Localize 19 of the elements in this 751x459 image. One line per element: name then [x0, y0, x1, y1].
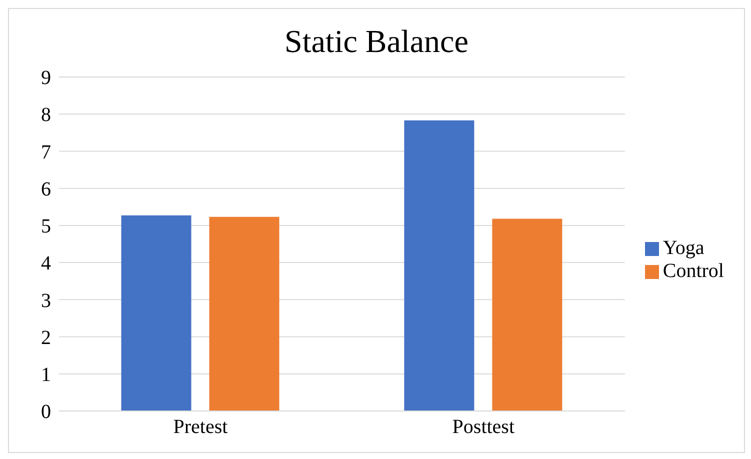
y-tick-label: 8 [41, 104, 51, 126]
y-tick-label: 1 [41, 364, 51, 386]
y-tick-label: 4 [41, 252, 51, 275]
legend-label: Control [662, 260, 724, 282]
y-tick-label: 2 [41, 326, 51, 349]
bar [121, 215, 192, 411]
bar [492, 218, 562, 411]
y-tick-label: 5 [41, 216, 51, 238]
y-tick-label: 3 [41, 290, 51, 312]
legend-label: Yoga [662, 236, 704, 258]
y-tick-label: 0 [41, 401, 51, 424]
chart-title: Static Balance [284, 23, 470, 61]
y-tick-label: 6 [41, 178, 51, 200]
x-tick-label: Posttest [452, 416, 515, 438]
y-tick-label: 7 [41, 141, 51, 164]
y-tick-label: 9 [41, 67, 51, 90]
x-tick-label: Pretest [173, 416, 228, 438]
bar [404, 120, 474, 411]
bar [209, 216, 280, 411]
